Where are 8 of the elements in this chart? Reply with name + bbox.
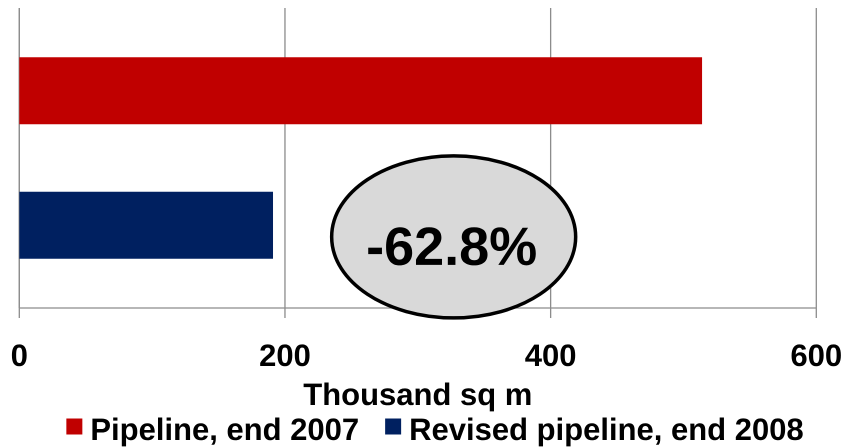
x-tick-label: 0	[12, 344, 27, 366]
legend-label: Pipeline, end 2007	[92, 418, 358, 446]
x-tick-label: 400	[525, 344, 576, 366]
x-tick-label: 200	[260, 344, 310, 366]
x-axis-title: Thousand sq m	[304, 382, 530, 412]
x-tick-label: 600	[792, 344, 841, 366]
annotation: -62.8%	[368, 227, 536, 266]
legend-label: Revised pipeline, end 2008	[411, 418, 803, 446]
